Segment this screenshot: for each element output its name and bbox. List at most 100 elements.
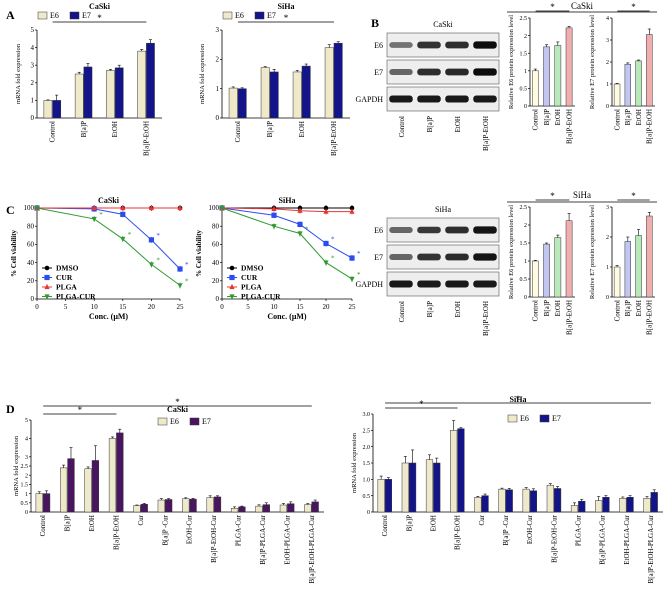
panel-letter-c: C (6, 203, 15, 217)
panel-letter-b: B (371, 16, 379, 30)
category-label: EtOH-Cur (526, 514, 534, 544)
y-tick-label: 0 (606, 295, 609, 301)
y-tick-label: 2.0 (363, 445, 371, 451)
y-axis-label: Relative E7 protein expression level (589, 205, 596, 299)
category-label: B[a]P (64, 515, 72, 531)
y-tick-label: 3 (25, 455, 28, 461)
blot-title: CaSki (433, 20, 453, 29)
chart-c1: 0 20 40 60 80 100 0 5 10 15 20 25 Conc. (μM) % Cell v… (10, 196, 189, 321)
blot-row-label: E6 (374, 41, 383, 50)
blot-lane-label: B[a]P (426, 116, 434, 132)
category-label: EtOH (111, 121, 119, 137)
category-label: PLGA-Cur (235, 514, 243, 546)
category-label: B[a]P-PLGA-Cur (259, 514, 267, 564)
category-label: B[a]P-EtOH (142, 121, 150, 156)
bar-e7-control (52, 100, 62, 119)
category-label: B[a]P (266, 121, 274, 137)
y-tick-label: 5 (25, 418, 28, 424)
chart-b3: 0 0.5 1 1.5 2 2.5 Relative E6 protein expressi… (508, 191, 575, 335)
y-tick-label: 60 (212, 241, 220, 249)
significance-star: * (99, 211, 103, 219)
category-label: B[a]P-EtOH (112, 515, 120, 550)
legend-label-e7: E7 (202, 417, 211, 426)
category-label: B[a]P-EtOH (646, 300, 654, 335)
x-tick-label: 10 (271, 303, 279, 311)
legend-marker-plga (44, 283, 50, 290)
category-label: Control (39, 515, 47, 536)
panel-letter-d: D (6, 402, 15, 416)
bar-e7-etoh-plga-cur (287, 503, 295, 513)
y-tick-label: 1 (216, 85, 220, 93)
bar-e7-b-a-p-etoh (457, 428, 465, 513)
x-tick-label: 25 (177, 303, 185, 311)
y-tick-label: 0 (31, 114, 35, 122)
category-label: EtOH (635, 300, 643, 316)
chart-a1: 0 1 2 3 4 5 mRNA fold expression CaSki Control B[… (15, 2, 162, 156)
y-tick-label: 4 (25, 437, 28, 443)
y-tick-label: 4 (31, 44, 35, 52)
bar-e6-control (43, 100, 53, 119)
bar-e6-etoh (292, 71, 302, 119)
y-tick-label: 2 (524, 34, 527, 40)
bar-e6-b-a-p-plga-cur (255, 505, 263, 513)
category-label: B[a]P-EtOH (565, 109, 573, 144)
legend-swatch-e7 (189, 417, 200, 426)
category-label: EtOH (88, 515, 96, 531)
category-label: B[a]P (543, 300, 551, 316)
blot-band (445, 280, 469, 288)
chart-title: SiHa (510, 395, 527, 404)
category-label: EtOH (554, 300, 562, 316)
bar-e6-etoh (84, 468, 92, 513)
legend-label-e6: E6 (50, 11, 59, 20)
significance-star: * (331, 255, 335, 263)
significance-star: * (550, 191, 555, 201)
legend-marker-dmso (229, 265, 235, 271)
bar-e7-etoh (433, 462, 441, 513)
bar-e6-b-a-p (260, 67, 270, 119)
y-tick-label: 0 (524, 104, 527, 110)
x-tick-label: 5 (64, 303, 68, 311)
legend-label-e6: E6 (520, 414, 529, 423)
y-tick-label: 1 (606, 265, 609, 271)
blot-band (389, 95, 413, 103)
bar-e6-etoh (554, 45, 562, 107)
bar-e7-plga-cur (578, 500, 586, 513)
chart-title: SiHa (279, 196, 296, 205)
blot-lane-label: Control (398, 116, 406, 137)
y-tick-label: 1 (524, 69, 527, 75)
significance-star: * (357, 250, 361, 258)
y-tick-label: 2 (31, 79, 35, 87)
bar-e6-b-a-p-etoh (565, 27, 573, 107)
category-label: Cur (478, 514, 486, 525)
blot-lane-label: B[a]P-EtOH (482, 116, 490, 151)
legend-label-plga: PLGA (56, 283, 77, 292)
blot-band (389, 227, 413, 233)
category-label: EtOH (554, 109, 562, 125)
x-tick-label: 10 (91, 303, 99, 311)
y-tick-label: 2.5 (21, 464, 29, 470)
blot-band (473, 95, 497, 103)
bar-e6-cur (133, 505, 141, 513)
x-tick-label: 0 (35, 303, 39, 311)
bar-e6-control (532, 70, 539, 107)
blot-band (417, 253, 441, 261)
bar-e7-b-a-p-etoh (333, 42, 343, 119)
y-axis-label: mRNA fold expression (15, 43, 22, 104)
bar-e7-b-a-p-etoh-plga-cur (311, 501, 319, 513)
y-tick-label: 0 (25, 510, 28, 516)
bar-e6-b-a-p-etoh (565, 220, 573, 298)
blot-band (473, 68, 497, 76)
y-tick-label: 0.5 (363, 494, 371, 500)
legend-label-e7: E7 (267, 11, 276, 20)
y-axis-label: Relative E7 protein expression level (589, 15, 596, 109)
y-tick-label: 1.0 (363, 478, 371, 484)
y-tick-label: 3.0 (363, 412, 371, 418)
bar-e6-etoh (425, 459, 434, 513)
bar-e6-b-a-p-etoh (108, 438, 117, 513)
bar-e7-b-a-p-etoh (146, 42, 155, 119)
significance-star: * (631, 2, 636, 12)
legend-marker-plga-cur (229, 294, 235, 300)
x-tick-label: 15 (119, 303, 127, 311)
legend-swatch-e7 (539, 414, 550, 423)
